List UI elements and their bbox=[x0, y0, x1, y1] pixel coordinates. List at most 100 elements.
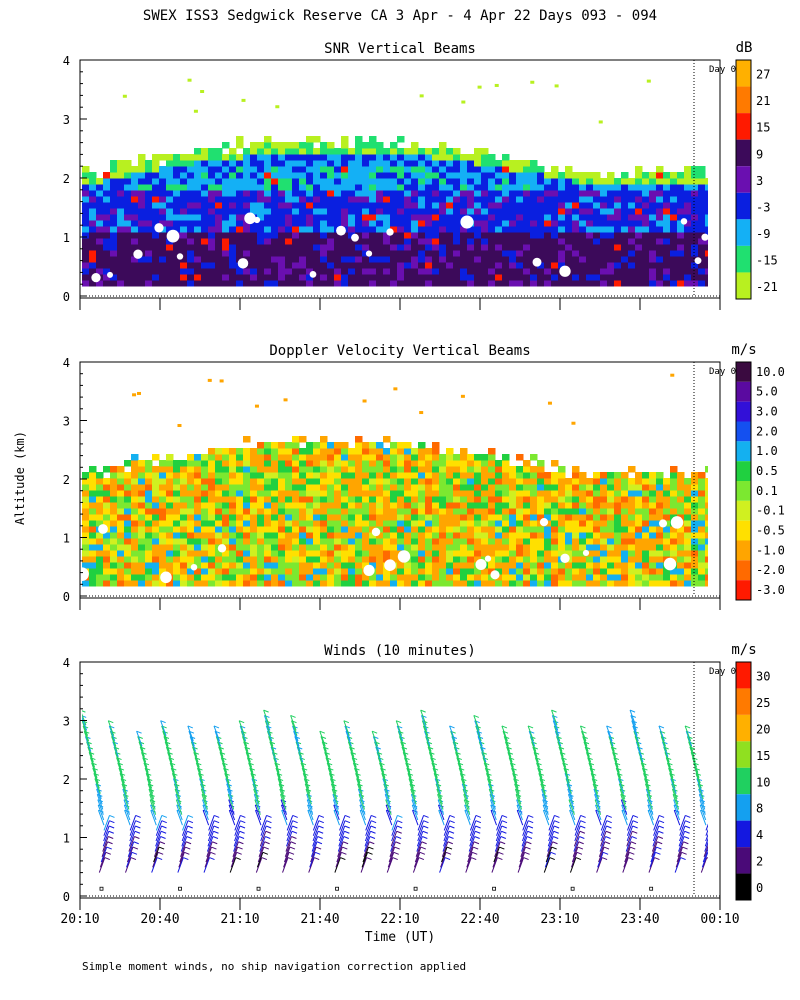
heatmap-cell bbox=[453, 160, 461, 167]
heatmap-cell bbox=[684, 478, 692, 485]
heatmap-cell bbox=[306, 184, 314, 191]
heatmap-cell bbox=[551, 178, 559, 185]
heatmap-cell bbox=[572, 562, 580, 569]
heatmap-cell bbox=[425, 244, 433, 251]
heatmap-cell bbox=[663, 574, 671, 581]
heatmap-cell bbox=[600, 226, 608, 233]
heatmap-cell bbox=[236, 250, 244, 257]
heatmap-cell bbox=[341, 490, 349, 497]
wind-barb-flag bbox=[134, 830, 141, 834]
heatmap-cell bbox=[271, 568, 279, 575]
heatmap-cell bbox=[369, 238, 377, 245]
heatmap-cell bbox=[152, 556, 160, 563]
heatmap-cell bbox=[138, 460, 146, 467]
heatmap-cell bbox=[383, 196, 391, 203]
heatmap-cell bbox=[411, 178, 419, 185]
heatmap-cell bbox=[530, 268, 538, 275]
heatmap-cell bbox=[530, 508, 538, 515]
heatmap-cell bbox=[404, 484, 412, 491]
sparse-echo bbox=[275, 105, 280, 109]
heatmap-cell bbox=[166, 466, 174, 473]
heatmap-cell bbox=[292, 232, 300, 239]
wind-barb bbox=[263, 715, 271, 731]
heatmap-cell bbox=[138, 166, 146, 173]
wind-barb bbox=[359, 810, 367, 826]
heatmap-cell bbox=[586, 520, 594, 527]
heatmap-cell bbox=[397, 538, 405, 545]
heatmap-cell bbox=[439, 544, 447, 551]
heatmap-cell bbox=[215, 466, 223, 473]
heatmap-cell bbox=[390, 466, 398, 473]
heatmap-cell bbox=[649, 502, 657, 509]
heatmap-cell bbox=[250, 520, 258, 527]
heatmap-cell bbox=[327, 238, 335, 245]
heatmap-cell bbox=[236, 280, 244, 287]
colorbar-frame bbox=[735, 59, 752, 300]
wind-barb-flag bbox=[446, 846, 453, 850]
heatmap-cell bbox=[502, 472, 510, 479]
wind-barb bbox=[428, 752, 436, 768]
heatmap-cell bbox=[495, 544, 503, 551]
heatmap-cell bbox=[488, 208, 496, 215]
heatmap-cell bbox=[635, 280, 643, 287]
wind-barb bbox=[180, 836, 188, 852]
data-gap bbox=[160, 571, 172, 584]
heatmap-cell bbox=[124, 274, 132, 281]
heatmap-cell bbox=[362, 160, 370, 167]
heatmap-cell bbox=[432, 574, 440, 581]
heatmap-cell bbox=[425, 208, 433, 215]
heatmap-cell bbox=[271, 466, 279, 473]
heatmap-cell bbox=[117, 466, 125, 473]
heatmap-cell bbox=[369, 166, 377, 173]
heatmap-cell bbox=[684, 244, 692, 251]
heatmap-cell bbox=[663, 484, 671, 491]
heatmap-cell bbox=[460, 262, 468, 269]
colorbar-swatch bbox=[736, 401, 751, 422]
heatmap-cell bbox=[474, 214, 482, 221]
heatmap-cell bbox=[376, 442, 384, 449]
wind-barb bbox=[165, 746, 173, 763]
heatmap-cell bbox=[264, 562, 272, 569]
heatmap-cell bbox=[467, 496, 475, 503]
heatmap-cell bbox=[705, 550, 708, 557]
wind-barb-flag bbox=[472, 851, 478, 855]
heatmap-cell bbox=[684, 202, 692, 209]
heatmap-cell bbox=[481, 280, 489, 287]
heatmap-cell bbox=[593, 478, 601, 485]
heatmap-cell bbox=[243, 454, 251, 461]
heatmap-cell bbox=[369, 142, 377, 149]
heatmap-cell bbox=[215, 454, 223, 461]
wind-barb-flag bbox=[160, 836, 166, 839]
heatmap-cell bbox=[187, 526, 195, 533]
heatmap-cell bbox=[691, 496, 699, 503]
wind-barb bbox=[388, 846, 396, 863]
heatmap-cell bbox=[145, 244, 153, 251]
heatmap-cell bbox=[152, 550, 160, 557]
wind-barb-flag bbox=[261, 857, 268, 861]
heatmap-cell bbox=[82, 226, 90, 233]
heatmap-cell bbox=[306, 478, 314, 485]
heatmap-cell bbox=[278, 448, 286, 455]
heatmap-cell bbox=[166, 178, 174, 185]
heatmap-cell bbox=[663, 214, 671, 221]
heatmap-cell bbox=[432, 148, 440, 155]
heatmap-cell bbox=[208, 544, 216, 551]
wind-barb bbox=[164, 741, 172, 757]
heatmap-cell bbox=[635, 526, 643, 533]
heatmap-cell bbox=[96, 208, 104, 215]
heatmap-cell bbox=[579, 508, 587, 515]
wind-barb-flag bbox=[318, 814, 325, 818]
heatmap-cell bbox=[264, 220, 272, 227]
heatmap-cell bbox=[103, 250, 111, 257]
heatmap-cell bbox=[250, 196, 258, 203]
heatmap-cell bbox=[698, 562, 706, 569]
heatmap-cell bbox=[320, 580, 328, 587]
heatmap-cell bbox=[663, 514, 671, 521]
heatmap-cell bbox=[600, 250, 608, 257]
heatmap-cell bbox=[187, 454, 195, 461]
wind-barb bbox=[441, 846, 448, 863]
heatmap-cell bbox=[117, 160, 125, 167]
heatmap-cell bbox=[691, 172, 699, 179]
heatmap-cell bbox=[509, 532, 517, 539]
